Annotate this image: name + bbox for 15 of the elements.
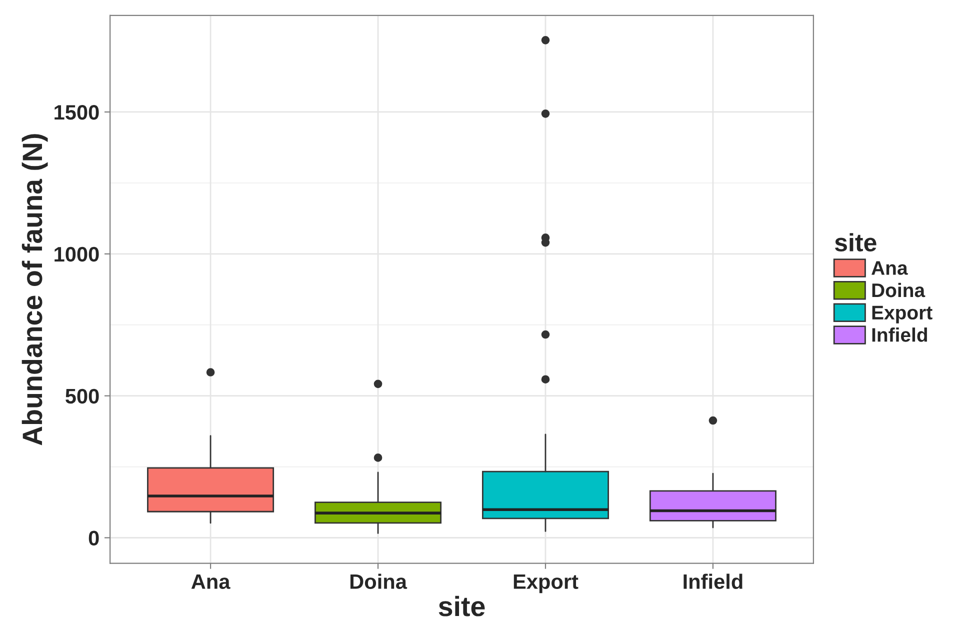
y-tick-label: 500 <box>66 388 99 404</box>
x-tick-label: Export <box>514 574 578 594</box>
legend-label: Ana <box>872 261 908 275</box>
y-axis-title: Abundance of fauna (N) <box>22 134 48 446</box>
legend-label: Infield <box>872 328 928 342</box>
y-tick-label: 1000 <box>54 246 99 262</box>
x-axis-title: site <box>438 596 485 616</box>
legend-label: Doina <box>872 282 926 298</box>
y-tick-label: 1500 <box>54 104 99 120</box>
legend-label: Export <box>872 306 932 324</box>
y-tick-label: 0 <box>88 530 99 546</box>
x-tick-label: Ana <box>191 574 230 590</box>
x-tick-label: Infield <box>684 574 742 590</box>
x-tick-label: Doina <box>350 574 408 590</box>
legend-title: site <box>834 233 876 252</box>
